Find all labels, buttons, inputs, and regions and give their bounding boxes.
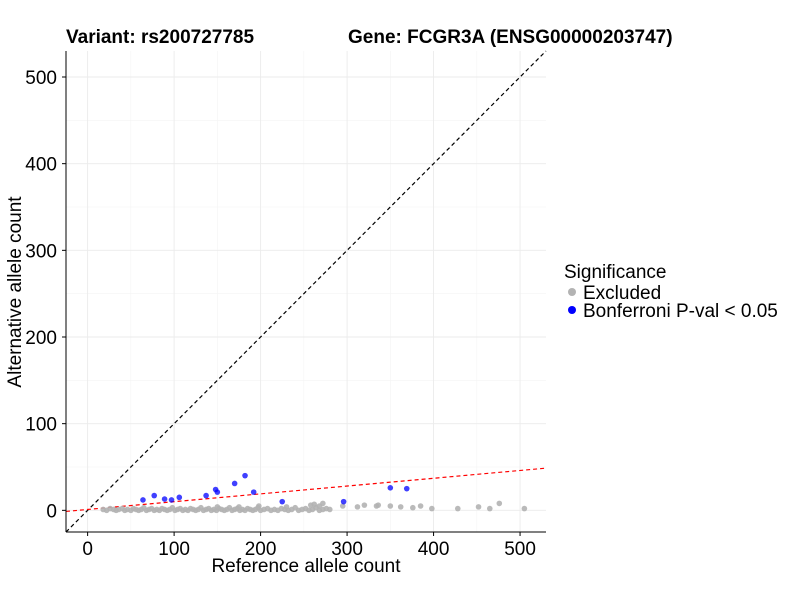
point-excluded — [521, 505, 528, 512]
point-excluded — [475, 504, 482, 510]
tick-labels: 0 100 200 300 400 500 0 100 200 300 400 500 — [25, 68, 536, 560]
legend-title: Significance — [564, 262, 666, 283]
legend-label-excluded: Excluded — [583, 283, 661, 304]
point-excluded — [486, 505, 493, 512]
legend-key-bonferroni — [568, 306, 576, 314]
y-tick-label: 0 — [46, 501, 57, 522]
point-excluded — [214, 504, 221, 510]
chart-title-gene: Gene: FCGR3A (ENSG00000203747) — [348, 27, 673, 48]
x-tick-label: 100 — [158, 539, 190, 560]
point-significant — [151, 492, 158, 499]
point-significant — [176, 494, 183, 501]
reference-line-ratio-fit — [65, 467, 547, 513]
x-tick-label: 200 — [245, 539, 277, 560]
point-excluded — [410, 504, 416, 511]
point-excluded — [320, 500, 326, 507]
point-excluded — [387, 503, 394, 509]
point-excluded — [354, 504, 361, 510]
point-significant — [140, 497, 146, 503]
point-significant — [168, 497, 175, 503]
point-excluded — [283, 504, 290, 510]
point-significant — [279, 498, 286, 505]
reference-lines — [65, 50, 547, 533]
x-tick-label: 500 — [504, 539, 536, 560]
chart-title-variant: Variant: rs200727785 — [66, 27, 254, 48]
point-significant — [340, 498, 347, 505]
y-tick-label: 500 — [25, 68, 57, 89]
axes — [65, 51, 546, 533]
reference-line-identity — [65, 50, 547, 533]
point-excluded — [256, 503, 262, 509]
point-significant — [161, 496, 168, 502]
data-points — [100, 472, 528, 514]
y-axis-title: Alternative allele count — [5, 196, 26, 388]
point-excluded — [326, 506, 333, 513]
point-excluded — [236, 504, 242, 510]
y-tick-label: 300 — [25, 241, 57, 262]
y-tick-label: 200 — [25, 328, 57, 349]
point-excluded — [429, 505, 435, 512]
x-axis-title: Reference allele count — [211, 556, 401, 577]
legend: Significance Excluded Bonferroni P-val <… — [564, 262, 778, 322]
point-excluded — [375, 502, 382, 508]
point-significant — [242, 472, 248, 479]
point-excluded — [339, 503, 346, 509]
x-tick-label: 400 — [418, 539, 450, 560]
point-significant — [403, 485, 410, 492]
y-tick-label: 100 — [25, 415, 57, 436]
point-excluded — [311, 501, 318, 508]
x-tick-label: 0 — [82, 539, 93, 560]
point-excluded — [454, 505, 461, 512]
point-excluded — [361, 502, 368, 508]
tick-marks — [62, 76, 521, 536]
point-excluded — [496, 500, 503, 507]
point-significant — [231, 480, 238, 487]
point-significant — [203, 492, 209, 499]
point-excluded — [397, 504, 404, 510]
legend-key-excluded — [568, 288, 576, 296]
point-significant — [250, 489, 257, 495]
x-tick-label: 300 — [331, 539, 363, 560]
grid-lines — [66, 51, 546, 532]
legend-label-bonferroni: Bonferroni P-val < 0.05 — [583, 301, 778, 322]
point-significant — [387, 485, 394, 491]
y-tick-label: 400 — [25, 155, 57, 176]
point-excluded — [417, 503, 424, 509]
point-significant — [214, 489, 221, 495]
